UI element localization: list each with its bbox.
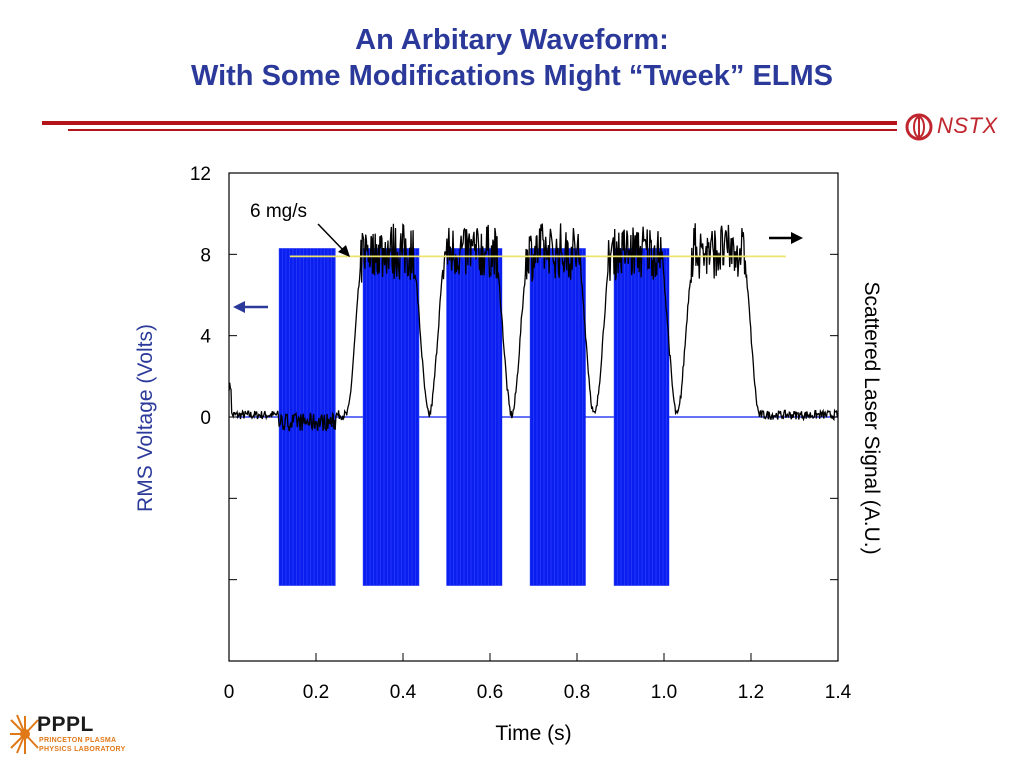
laser-signal-line: [228, 223, 839, 432]
right-arrow-head: [791, 232, 803, 244]
y-tick-label: 8: [200, 245, 211, 266]
left-axis-arrow-icon: [233, 301, 268, 313]
flow-rate-annotation: 6 mg/s: [250, 201, 307, 222]
slide-title-line2: With Some Modifications Might “Tweek” EL…: [190, 60, 834, 92]
pppl-logo-text: PPPL: [37, 713, 94, 736]
x-tick-label: 1.0: [651, 682, 677, 703]
y-axis-title: RMS Voltage (Volts): [134, 324, 157, 512]
x-tick-label: 0.8: [564, 682, 590, 703]
pppl-logo-icon: [10, 714, 39, 754]
rms-burst-texture-2: [362, 248, 420, 586]
nstx-logo-text: NSTX: [937, 113, 998, 138]
rms-burst-texture-5: [613, 248, 667, 586]
pppl-logo-subtitle-1: PRINCETON PLASMA: [39, 737, 117, 744]
x-tick-label: 1.2: [738, 682, 764, 703]
x-tick-label: 0.4: [390, 682, 417, 703]
slide-title-line1: An Arbitary Waveform:: [355, 24, 669, 56]
y2-axis-title: Scattered Laser Signal (A.U.): [860, 281, 883, 554]
x-axis-title: Time (s): [495, 722, 571, 745]
title-divider-thick: [42, 121, 897, 125]
rms-burst-texture-3: [446, 248, 500, 586]
x-tick-label: 0.6: [477, 682, 503, 703]
annotation-arrow: [317, 223, 346, 253]
annotation-arrow-head: [338, 245, 350, 257]
x-tick-label: 0: [224, 682, 235, 703]
plot-area: [228, 223, 839, 586]
pppl-logo-subtitle-2: PHYSICS LABORATORY: [39, 746, 126, 753]
rms-burst-5: [613, 248, 670, 586]
y-tick-label: 12: [190, 164, 211, 185]
x-tick-label: 1.4: [825, 682, 852, 703]
right-axis-arrow-icon: [769, 232, 803, 244]
axis-ticks: 0 0.2 0.4 0.6 0.8 1.0 1.2 1.4 12 8 4 0: [190, 164, 852, 703]
y-tick-label: 0: [200, 408, 211, 429]
rms-burst-texture-4: [529, 248, 583, 586]
title-divider-thin: [68, 129, 897, 131]
left-arrow-head: [233, 301, 245, 313]
y-tick-label: 4: [200, 327, 211, 348]
nstx-logo-icon: [905, 113, 933, 141]
x-tick-label: 0.2: [303, 682, 329, 703]
